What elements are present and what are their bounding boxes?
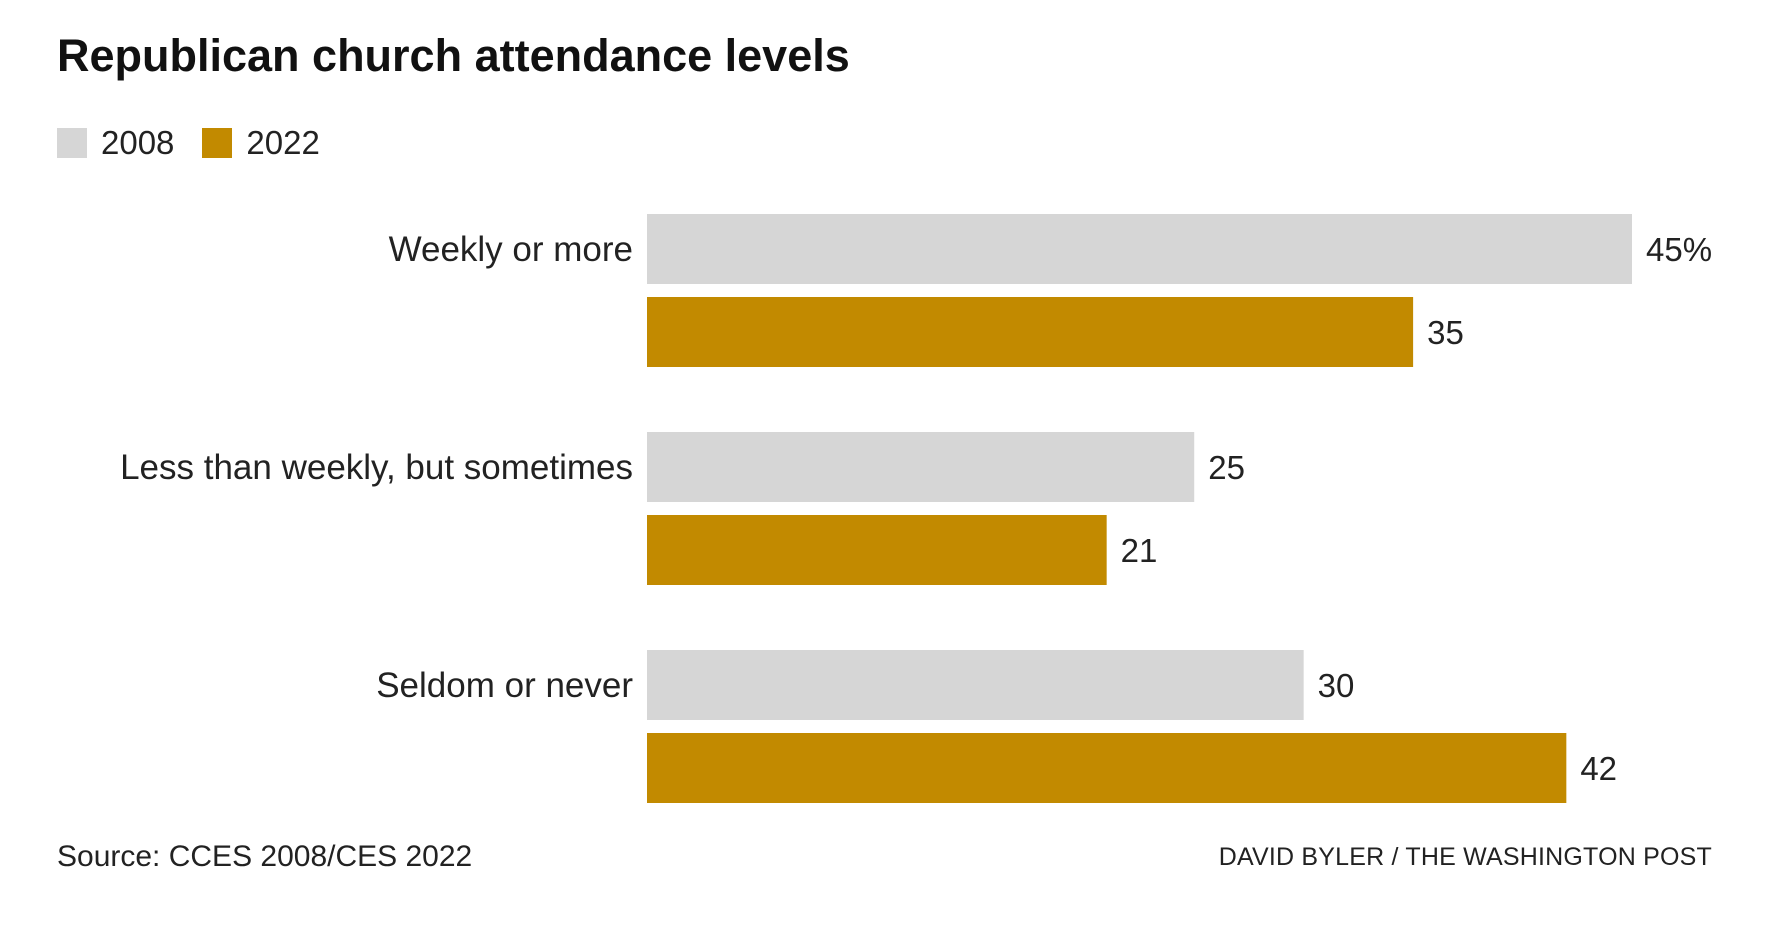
- bar-2008: [647, 214, 1632, 284]
- source-note: Source: CCES 2008/CES 2022: [57, 840, 473, 873]
- bar-2008: [647, 432, 1195, 502]
- legend-label-2008: 2008: [101, 124, 175, 161]
- category-label: Weekly or more: [389, 230, 633, 269]
- legend-label-2022: 2022: [246, 124, 320, 161]
- value-label: 45%: [1646, 231, 1712, 268]
- legend-item-2008: 2008: [57, 124, 174, 162]
- category-label: Less than weekly, but sometimes: [120, 448, 633, 487]
- chart-title: Republican church attendance levels: [57, 30, 850, 81]
- bar-2022: [647, 515, 1107, 585]
- bar-2008: [647, 650, 1304, 720]
- value-label: 25: [1208, 449, 1245, 486]
- value-label: 42: [1580, 750, 1617, 787]
- value-label: 21: [1121, 532, 1158, 569]
- credit-line: DAVID BYLER / THE WASHINGTON POST: [1218, 843, 1712, 871]
- legend: 2008 2022: [57, 124, 348, 162]
- bar-2022: [647, 297, 1414, 367]
- legend-swatch-2008: [57, 128, 87, 158]
- legend-swatch-2022: [202, 128, 233, 158]
- value-label: 30: [1318, 667, 1355, 704]
- bar-2022: [647, 733, 1567, 803]
- legend-item-2022: 2022: [202, 124, 320, 162]
- value-label: 35: [1427, 314, 1464, 351]
- category-label: Seldom or never: [376, 666, 633, 705]
